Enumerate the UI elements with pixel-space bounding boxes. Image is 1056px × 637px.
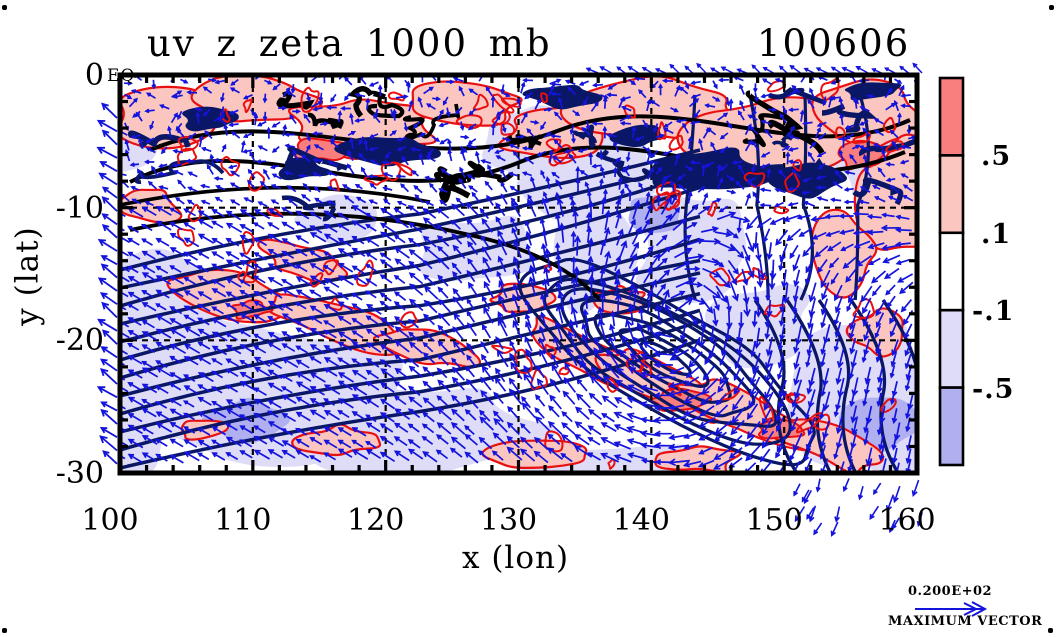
colorbar-label: .5 bbox=[981, 141, 1012, 172]
x-tick-label: 150 bbox=[745, 503, 803, 538]
corner-mark bbox=[2, 628, 7, 633]
y-tick-label: 0 bbox=[84, 58, 104, 93]
corner-mark bbox=[1048, 628, 1053, 633]
x-tick-label: 130 bbox=[479, 503, 538, 538]
x-axis-label: x (lon) bbox=[462, 540, 570, 576]
corner-mark bbox=[2, 5, 7, 10]
x-tick-label: 100 bbox=[81, 503, 139, 538]
x-tick-label: 140 bbox=[612, 503, 670, 538]
x-tick-label: 110 bbox=[214, 503, 272, 538]
datetime-label: 100606 bbox=[757, 22, 911, 65]
y-axis-label: y (lat) bbox=[9, 226, 46, 326]
outside-vectors bbox=[96, 62, 923, 537]
colorbar-label: -.5 bbox=[972, 374, 1015, 405]
axes-frame bbox=[117, 72, 920, 476]
max-vector-arrow bbox=[915, 601, 988, 617]
equator-label: EQ bbox=[107, 66, 136, 86]
y-tick-label: -20 bbox=[55, 323, 104, 359]
corner-mark bbox=[1049, 5, 1054, 10]
x-tick-label: 120 bbox=[347, 503, 405, 538]
x-tick-label: 160 bbox=[878, 503, 936, 538]
max-vector-caption: MAXIMUM VECTOR bbox=[888, 614, 1043, 629]
y-tick-label: -10 bbox=[55, 190, 104, 226]
colorbar-label: .1 bbox=[981, 219, 1012, 250]
colorbar bbox=[938, 76, 965, 467]
plot-title: uv z zeta 1000 mb bbox=[147, 22, 552, 65]
y-tick-label: -30 bbox=[55, 456, 104, 491]
max-vector-value: 0.200E+02 bbox=[908, 584, 993, 599]
colorbar-label: -.1 bbox=[972, 296, 1015, 327]
wind-vectors bbox=[122, 77, 915, 471]
